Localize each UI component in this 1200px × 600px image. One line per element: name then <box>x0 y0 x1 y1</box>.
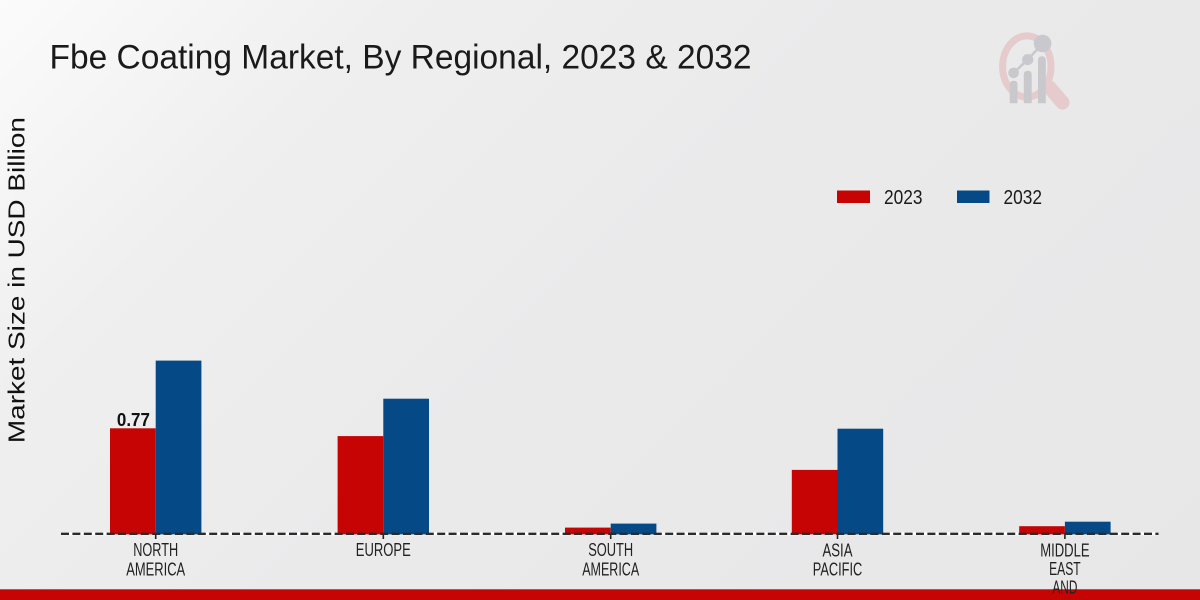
svg-text:MIDDLE: MIDDLE <box>1040 540 1089 561</box>
svg-text:NORTH: NORTH <box>133 539 178 560</box>
svg-text:0.77: 0.77 <box>117 410 150 430</box>
svg-text:AND: AND <box>1052 577 1077 598</box>
svg-text:AMERICA: AMERICA <box>582 559 639 580</box>
svg-text:Fbe Coating Market, By Regiona: Fbe Coating Market, By Regional, 2023 & … <box>50 39 752 77</box>
svg-text:AMERICA: AMERICA <box>126 559 185 580</box>
svg-text:ASIA: ASIA <box>823 539 853 560</box>
svg-text:EUROPE: EUROPE <box>356 539 411 560</box>
svg-text:EAST: EAST <box>1049 558 1081 579</box>
svg-text:2032: 2032 <box>1004 187 1043 209</box>
svg-text:PACIFIC: PACIFIC <box>813 559 863 580</box>
svg-text:Market Size in USD Billion: Market Size in USD Billion <box>4 117 30 443</box>
svg-text:SOUTH: SOUTH <box>588 539 633 560</box>
svg-text:2023: 2023 <box>884 187 923 209</box>
